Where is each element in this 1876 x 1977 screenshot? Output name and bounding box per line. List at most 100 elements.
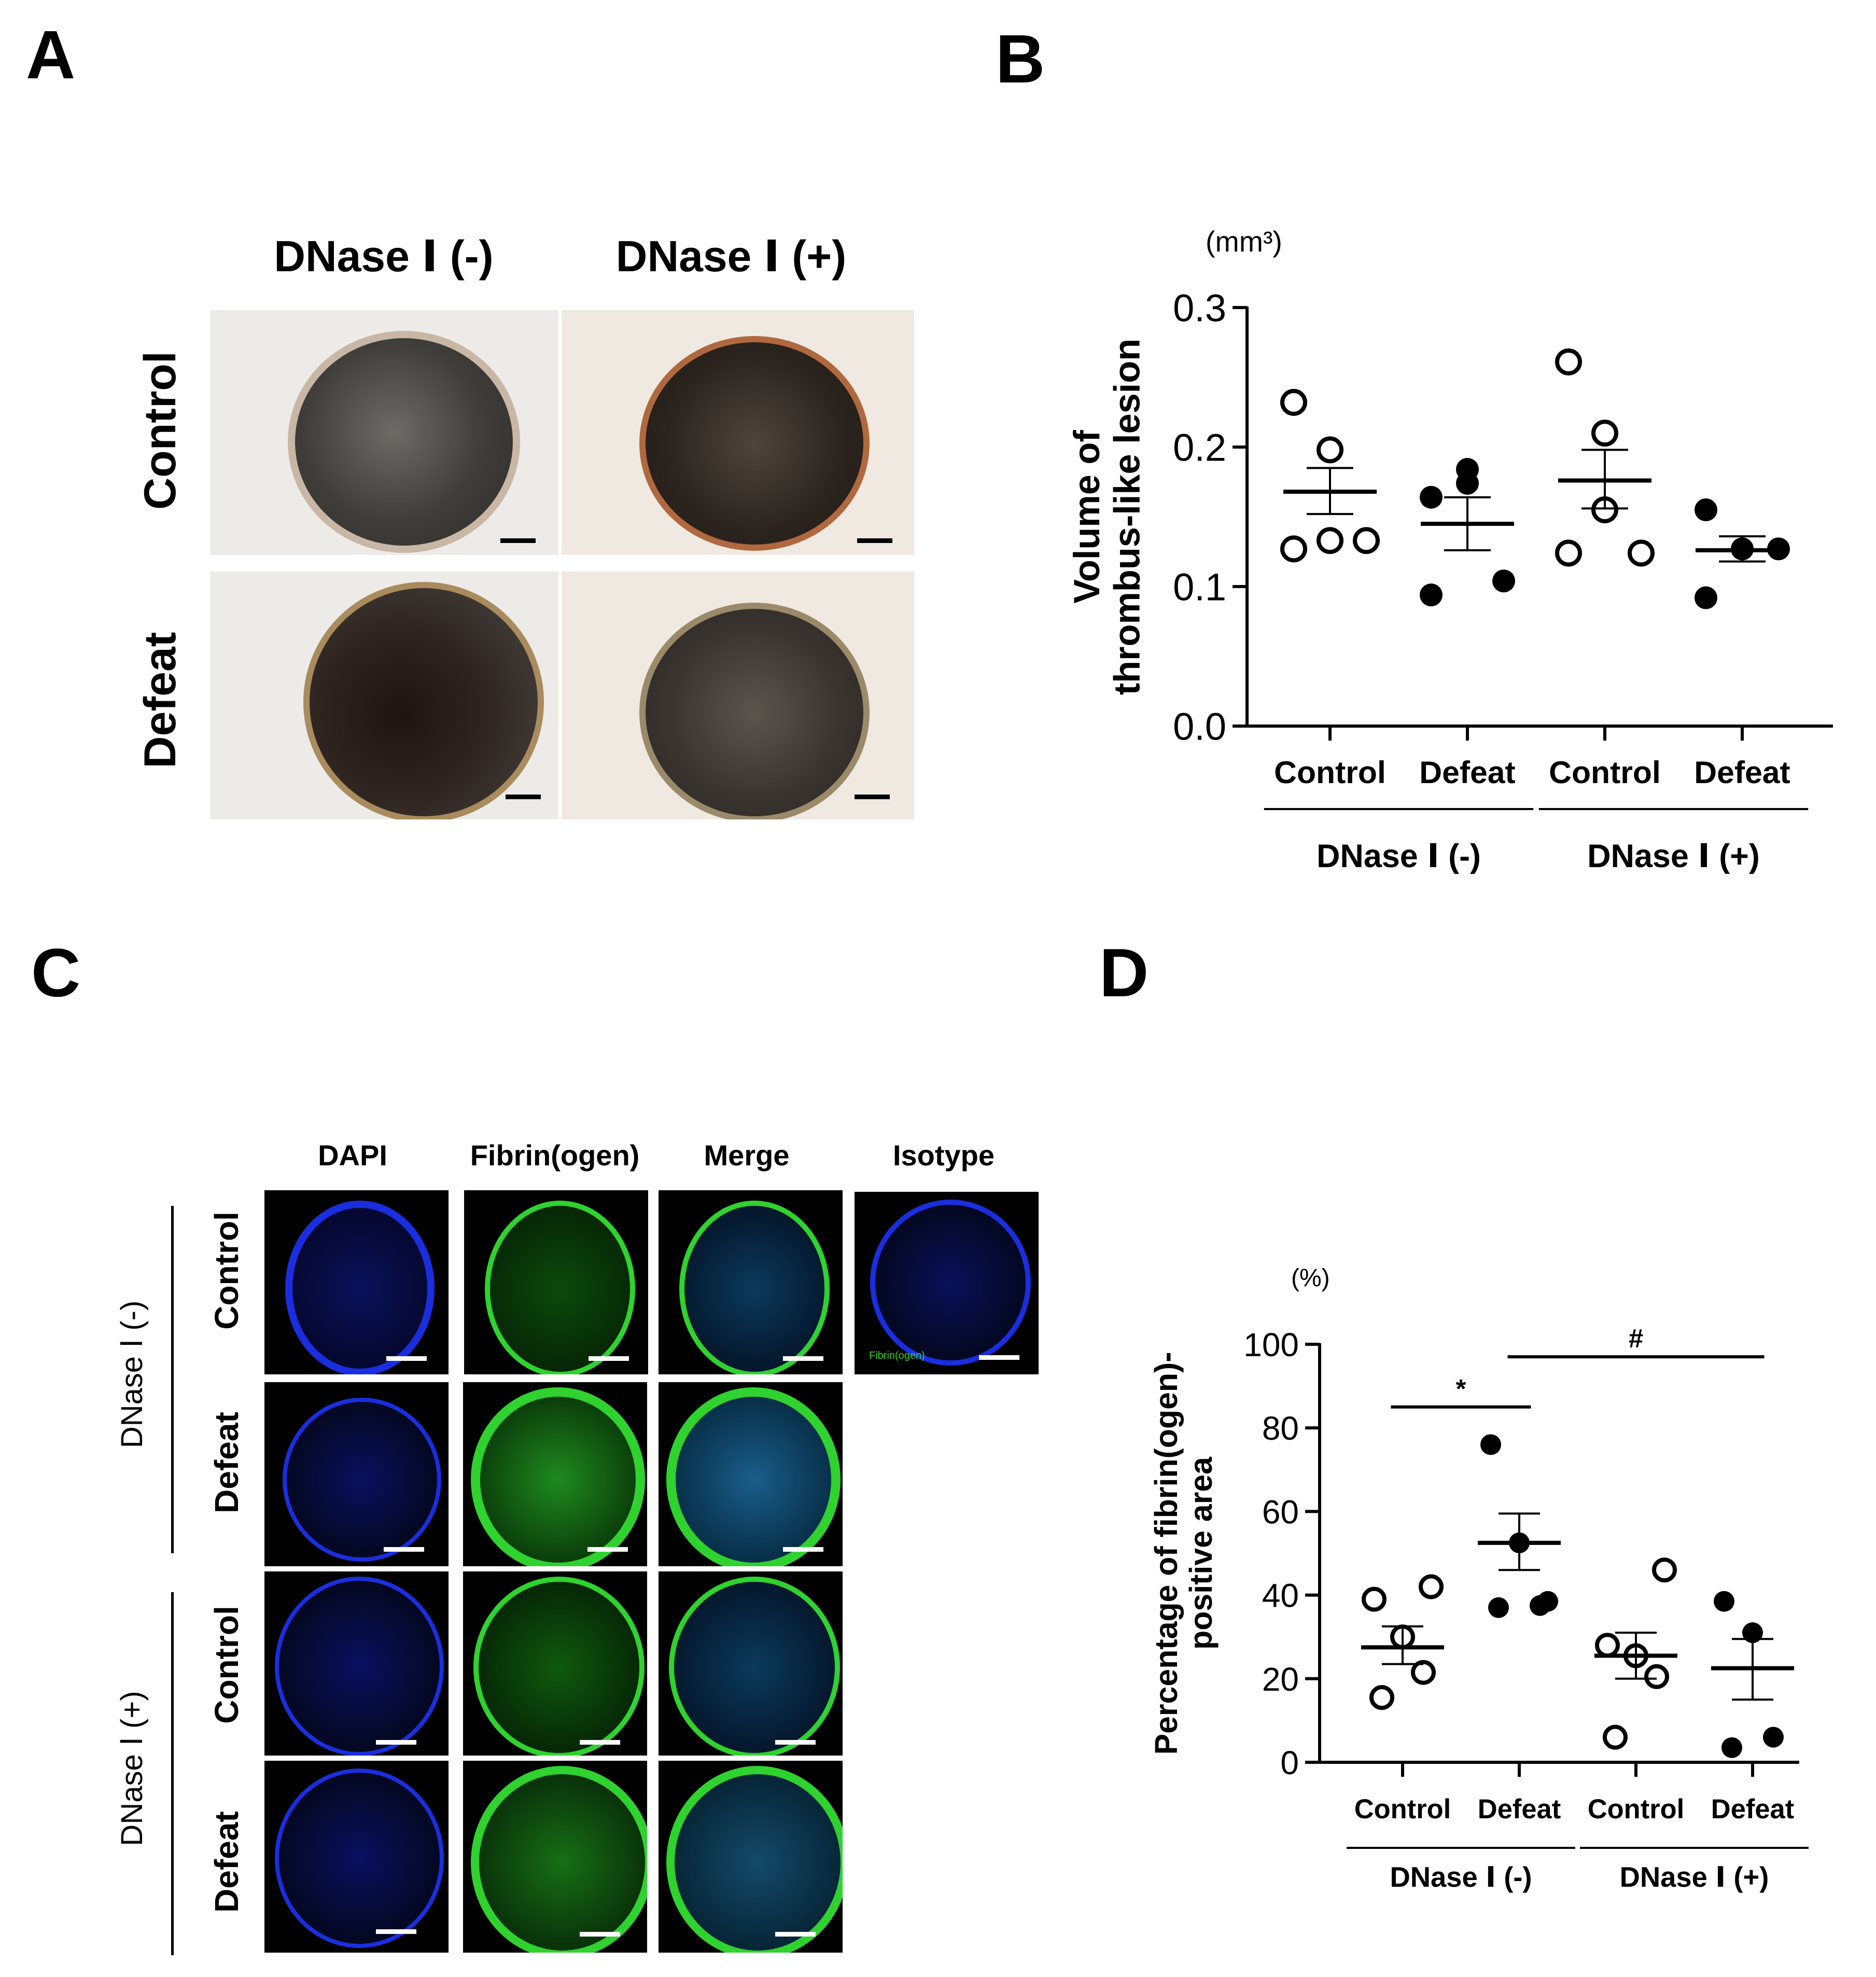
tile-dapi-defeat-dnase-plus [264,1761,449,1953]
data-point-open [1280,535,1307,563]
scale-bar [775,1932,816,1937]
panel-c-row-label-defeat-2: Defeat [208,1811,245,1913]
tile-isotype: Fibrin(ogen) [855,1192,1039,1374]
isotype-channel-label: Fibrin(ogen) [869,1350,925,1361]
panel-c-group-label-dnase-minus: DNase Ⅰ (-) [115,1300,149,1449]
tile-merge-control-dnase-plus [659,1571,843,1756]
tile-fibrin-defeat-dnase-plus [463,1761,647,1953]
scale-bar [500,538,536,543]
panel-c-row-label-defeat-1: Defeat [208,1412,245,1513]
unit-label: (mm³) [1206,226,1282,258]
tile-fibrin-control-dnase-plus [463,1571,647,1756]
y-tick-label: 0.3 [1173,287,1226,330]
data-point-open [1591,420,1618,447]
data-point-filled [1488,1597,1509,1618]
chart-d-fibrin-area: (%) Percentage of fibrin(ogen)- positive a… [1149,1264,1809,1893]
x-tick-label: Defeat [1711,1794,1794,1825]
vessel-section [666,1766,843,1953]
y-axis-label: positive area [1183,1456,1219,1650]
scale-bar [979,1355,1019,1360]
data-point-filled [1456,471,1479,495]
tile-fibrin-defeat-dnase-minus [463,1382,647,1566]
data-point-open [1628,539,1655,567]
panel-c-group-line-dnase-minus [171,1206,174,1553]
group-label: DNase Ⅰ (-) [1317,838,1481,874]
tile-dapi-control-dnase-plus [264,1571,449,1756]
vessel-section [870,1200,1031,1366]
tile-dapi-control-dnase-minus [264,1190,449,1374]
x-tick-label: Control [1588,1794,1685,1825]
vessel-section [639,336,870,551]
significance-marker: # [1629,1324,1643,1353]
data-point-open [1595,1633,1620,1658]
data-point-open [1652,1557,1677,1583]
scale-bar [386,1356,427,1361]
tile-merge-control-dnase-minus [659,1190,843,1374]
group-label: DNase Ⅰ (+) [1620,1861,1769,1893]
panel-a-col-header-dnase-minus: DNase Ⅰ (-) [274,232,494,281]
data-point-open [1362,1586,1387,1612]
panel-c-col-header-isotype: Isotype [892,1139,995,1172]
x-tick-label: Defeat [1478,1794,1561,1825]
data-point-filled [1537,1591,1558,1612]
panel-c-col-header-dapi: DAPI [318,1139,387,1172]
x-tick-label: Control [1354,1794,1451,1825]
vessel-section [639,603,870,819]
tile-fibrin-control-dnase-minus [464,1190,648,1374]
panel-letter-b: B [996,21,1045,97]
vessel-section [275,1577,444,1756]
data-point-open [1280,388,1307,416]
data-point-open [1603,1724,1628,1750]
data-point-filled [1695,586,1717,609]
panel-a-col-header-dnase-plus: DNase Ⅰ (+) [615,232,847,281]
x-tick-label: Control [1274,755,1386,790]
y-tick-label: 40 [1262,1577,1299,1614]
data-point-open [1419,1574,1444,1599]
data-point-open [1644,1664,1669,1689]
vessel-section [471,1387,645,1566]
y-tick-label: 0 [1280,1744,1299,1781]
panel-a-row-label-defeat: Defeat [135,632,185,769]
x-tick-label: Defeat [1419,755,1515,790]
panel-c-group-line-dnase-plus [171,1592,174,1955]
panel-c-col-header-fibrinogen: Fibrin(ogen) [470,1139,640,1172]
vessel-section [285,1201,435,1374]
tile-dapi-defeat-dnase-minus [264,1382,449,1566]
x-tick-label: Control [1549,755,1661,790]
panel-c-col-header-merge: Merge [704,1139,790,1172]
scale-bar [376,1740,416,1745]
scale-bar [855,795,890,799]
data-point-filled [1742,1622,1763,1644]
y-tick-label: 0.0 [1173,705,1226,748]
unit-label: (%) [1291,1264,1330,1292]
vessel-section [669,1577,840,1756]
data-point-filled [1714,1591,1734,1612]
data-point-open [1369,1685,1394,1710]
vessel-section [485,1201,635,1374]
x-tick-label: Defeat [1694,755,1790,790]
data-point-filled [1763,1727,1784,1748]
scale-bar [580,1932,620,1937]
scale-bar [376,1929,416,1934]
scale-bar [783,1356,823,1361]
panel-c-row-label-control-2: Control [208,1606,245,1724]
micrograph-control-dnase-plus [562,310,914,555]
scale-bar [580,1740,620,1745]
y-axis-label: Percentage of fibrin(ogen)- [1149,1352,1184,1755]
scale-bar [587,1547,628,1552]
y-axis-label: thrombus-like lesion [1107,339,1147,695]
group-label: DNase Ⅰ (+) [1587,838,1760,874]
vessel-section [275,1769,444,1948]
data-point-filled [1721,1737,1742,1758]
scale-bar [506,795,541,799]
panel-c-group-label-dnase-plus: DNase Ⅰ (+) [115,1691,149,1846]
data-point-open [1317,436,1343,464]
y-axis-label: Volume of [1066,430,1107,604]
data-point-filled [1420,485,1443,509]
panel-letter-d: D [1099,935,1149,1011]
data-point-open [1317,527,1343,554]
vessel-section [283,1398,441,1562]
vessel-section [288,331,520,553]
vessel-section [471,1766,647,1953]
panel-letter-c: C [31,935,81,1011]
